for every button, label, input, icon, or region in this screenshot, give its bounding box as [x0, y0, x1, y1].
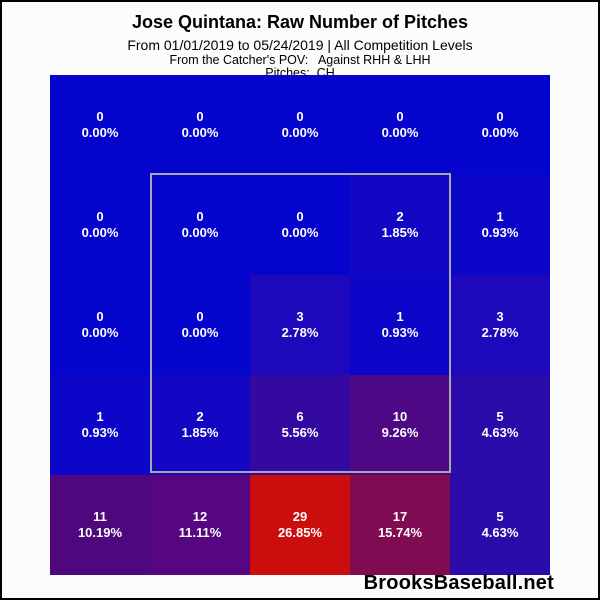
cell-count: 1: [96, 409, 104, 424]
heatmap-cell-r3-c3: 3 2.78%: [250, 275, 350, 375]
heatmap-cell-r1-c3: 0 0.00%: [250, 75, 350, 175]
heatmap-cell-r5-c1: 11 10.19%: [50, 475, 150, 575]
cell-count: 1: [496, 209, 504, 224]
cell-percentage: 0.00%: [381, 125, 419, 140]
cell-count: 0: [296, 209, 304, 224]
cell-percentage: 0.00%: [81, 325, 119, 340]
heatmap-cell-r4-c3: 6 5.56%: [250, 375, 350, 475]
cell-percentage: 2.78%: [281, 325, 319, 340]
cell-count: 0: [196, 209, 204, 224]
heatmap-cell-r3-c2: 0 0.00%: [150, 275, 250, 375]
cell-percentage: 11.11%: [178, 525, 222, 540]
cell-count: 6: [296, 409, 304, 424]
heatmap-cell-r4-c2: 2 1.85%: [150, 375, 250, 475]
cell-count: 1: [396, 309, 404, 324]
cell-percentage: 0.00%: [181, 225, 219, 240]
heatmap-cell-r1-c4: 0 0.00%: [350, 75, 450, 175]
cell-percentage: 0.93%: [481, 225, 519, 240]
cell-percentage: 1.85%: [381, 225, 419, 240]
cell-percentage: 0.00%: [181, 125, 219, 140]
cell-count: 0: [96, 309, 104, 324]
cell-percentage: 0.00%: [181, 325, 219, 340]
cell-percentage: 0.00%: [481, 125, 519, 140]
cell-count: 3: [496, 309, 504, 324]
cell-count: 5: [496, 409, 504, 424]
cell-percentage: 0.93%: [81, 425, 119, 440]
heatmap-cell-r2-c3: 0 0.00%: [250, 175, 350, 275]
heatmap-cell-r3-c4: 1 0.93%: [350, 275, 450, 375]
brand-watermark: BrooksBaseball.net: [363, 572, 554, 594]
cell-percentage: 15.74%: [377, 525, 423, 540]
heatmap-cell-r5-c2: 12 11.11%: [150, 475, 250, 575]
cell-count: 17: [392, 509, 408, 524]
heatmap-cell-r1-c1: 0 0.00%: [50, 75, 150, 175]
heatmap-cell-r4-c5: 5 4.63%: [450, 375, 550, 475]
cell-count: 2: [396, 209, 404, 224]
heatmap-cell-r2-c5: 1 0.93%: [450, 175, 550, 275]
cell-count: 0: [96, 209, 104, 224]
cell-count: 0: [296, 109, 304, 124]
cell-percentage: 0.00%: [81, 225, 119, 240]
chart-title: Jose Quintana: Raw Number of Pitches: [131, 12, 469, 32]
cell-percentage: 0.93%: [381, 325, 419, 340]
chart-subtitle-daterange: From 01/01/2019 to 05/24/2019 | All Comp…: [127, 37, 473, 53]
cell-percentage: 26.85%: [277, 525, 323, 540]
cell-percentage: 5.56%: [281, 425, 319, 440]
heatmap-cell-r1-c2: 0 0.00%: [150, 75, 250, 175]
cell-count: 3: [296, 309, 304, 324]
cell-percentage: 1.85%: [181, 425, 219, 440]
cell-percentage: 0.00%: [281, 225, 319, 240]
cell-percentage: 0.00%: [281, 125, 319, 140]
heatmap-cell-r2-c2: 0 0.00%: [150, 175, 250, 275]
cell-percentage: 10.19%: [77, 525, 123, 540]
cell-count: 10: [392, 409, 408, 424]
chart-subtitle-pov: From the Catcher's POV: Against RHH & LH…: [169, 53, 431, 67]
cell-count: 11: [93, 509, 107, 524]
heatmap-cell-r3-c5: 3 2.78%: [450, 275, 550, 375]
cell-count: 5: [496, 509, 504, 524]
heatmap-cell-r2-c1: 0 0.00%: [50, 175, 150, 275]
cell-count: 12: [192, 509, 208, 524]
heatmap-cell-r1-c5: 0 0.00%: [450, 75, 550, 175]
cell-percentage: 4.63%: [481, 425, 519, 440]
heatmap-cell-r5-c4: 17 15.74%: [350, 475, 450, 575]
cell-count: 0: [196, 109, 204, 124]
heatmap-cell-r2-c4: 2 1.85%: [350, 175, 450, 275]
cell-percentage: 9.26%: [381, 425, 419, 440]
heatmap-cell-r3-c1: 0 0.00%: [50, 275, 150, 375]
heatmap-cell-r5-c5: 5 4.63%: [450, 475, 550, 575]
cell-count: 0: [196, 309, 204, 324]
cell-count: 0: [96, 109, 104, 124]
heatmap-grid: 0 0.00% 0 0.00% 0 0.00% 0 0.00% 0 0.00% 0 0.00% 0 0.0…: [50, 75, 550, 575]
cell-count: 0: [496, 109, 504, 124]
cell-percentage: 4.63%: [481, 525, 519, 540]
heatmap-cell-r4-c1: 1 0.93%: [50, 375, 150, 475]
heatmap-cell-r5-c3: 29 26.85%: [250, 475, 350, 575]
cell-count: 2: [196, 409, 204, 424]
cell-count: 0: [396, 109, 404, 124]
cell-count: 29: [292, 509, 308, 524]
cell-percentage: 2.78%: [481, 325, 519, 340]
heatmap-cell-r4-c4: 10 9.26%: [350, 375, 450, 475]
cell-percentage: 0.00%: [81, 125, 119, 140]
